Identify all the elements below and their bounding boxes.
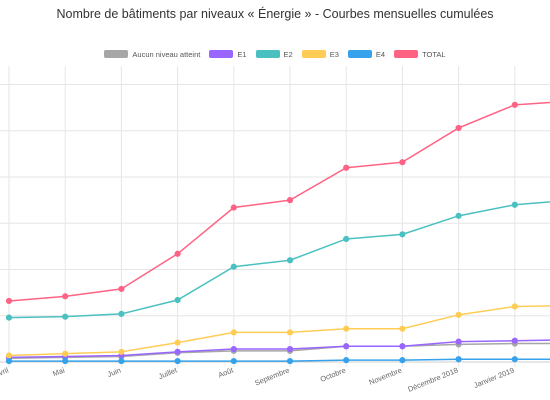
legend-swatch (104, 50, 129, 58)
x-tick-label: Septembre (253, 366, 290, 388)
legend-label: E3 (329, 49, 339, 59)
data-point (5, 357, 13, 365)
legend-swatch (209, 50, 234, 58)
x-tick-label: Décembre 2018 (406, 366, 459, 394)
legend-item[interactable]: E2 (255, 49, 293, 59)
data-point (455, 311, 462, 318)
data-point (399, 357, 406, 364)
series-line (8, 201, 550, 319)
legend-label: Aucun niveau atteint (132, 49, 201, 59)
data-point (343, 357, 350, 364)
data-point (62, 313, 69, 320)
legend-swatch (347, 50, 372, 58)
x-tick-label: Mai (51, 365, 66, 378)
data-point (118, 357, 125, 365)
legend: Aucun niveau atteint E1 E2 E3 E4 TOTAL (0, 47, 550, 61)
data-point (62, 293, 69, 300)
data-point (174, 296, 181, 304)
data-point (399, 325, 406, 332)
data-point (230, 357, 237, 365)
data-point (286, 329, 294, 336)
legend-label: E2 (283, 49, 293, 59)
x-tick-label: Avril (0, 365, 10, 379)
legend-item[interactable]: E3 (301, 49, 339, 59)
data-point (343, 325, 350, 332)
data-point (118, 310, 125, 317)
data-point (511, 201, 518, 208)
legend-label: E4 (375, 49, 386, 59)
data-point (343, 164, 350, 171)
data-point (399, 159, 406, 166)
x-tick-label: Juillet (157, 365, 179, 381)
data-point (286, 257, 294, 264)
legend-label: TOTAL (422, 49, 446, 59)
data-point (230, 329, 237, 336)
x-tick-label: Juin (106, 366, 122, 380)
data-point (343, 235, 350, 243)
data-point (230, 263, 237, 270)
x-tick-label: Août (217, 365, 236, 379)
data-point (343, 343, 350, 350)
data-point (455, 338, 462, 345)
data-point (230, 204, 237, 211)
x-axis-labels: Avril Mai Juin Juillet Août Septembre Octobre N… (0, 365, 516, 394)
data-point (286, 357, 294, 365)
data-point (399, 231, 406, 238)
legend-item[interactable]: E4 (347, 49, 386, 59)
data-point (118, 285, 125, 293)
data-point (286, 197, 294, 204)
data-point (118, 348, 125, 355)
data-point (511, 356, 518, 363)
series-line (9, 358, 550, 362)
data-point (511, 337, 518, 344)
legend-item[interactable]: Aucun niveau atteint (104, 50, 200, 59)
series-line (8, 305, 550, 357)
data-point (5, 314, 13, 321)
x-tick-label: Octobre (319, 366, 347, 384)
data-point (286, 345, 294, 353)
data-point (174, 348, 181, 355)
data-point (399, 343, 406, 350)
legend-swatch (301, 50, 326, 58)
data-point (174, 250, 181, 257)
data-point (62, 357, 69, 365)
data-point (230, 345, 237, 353)
legend-label: E1 (237, 49, 247, 59)
x-tick-label: Janvier 2019 (472, 366, 515, 390)
series-line (8, 339, 550, 359)
x-tick-label: Novembre (368, 366, 403, 387)
data-point (455, 356, 462, 363)
series-lines (5, 101, 550, 365)
legend-item[interactable]: TOTAL (394, 49, 446, 59)
chart-title: Nombre de bâtiments par niveaux « Énergi… (56, 7, 494, 21)
data-point (174, 339, 181, 346)
data-point (174, 357, 181, 365)
data-point (455, 124, 462, 132)
data-point (5, 297, 13, 305)
legend-item[interactable]: E1 (209, 49, 247, 59)
data-point (511, 101, 518, 108)
legend-swatch (255, 50, 280, 58)
data-point (5, 352, 13, 359)
data-point (455, 212, 462, 219)
grid (0, 66, 550, 367)
legend-swatch (394, 50, 419, 58)
data-point (511, 303, 518, 310)
data-point (62, 350, 69, 357)
